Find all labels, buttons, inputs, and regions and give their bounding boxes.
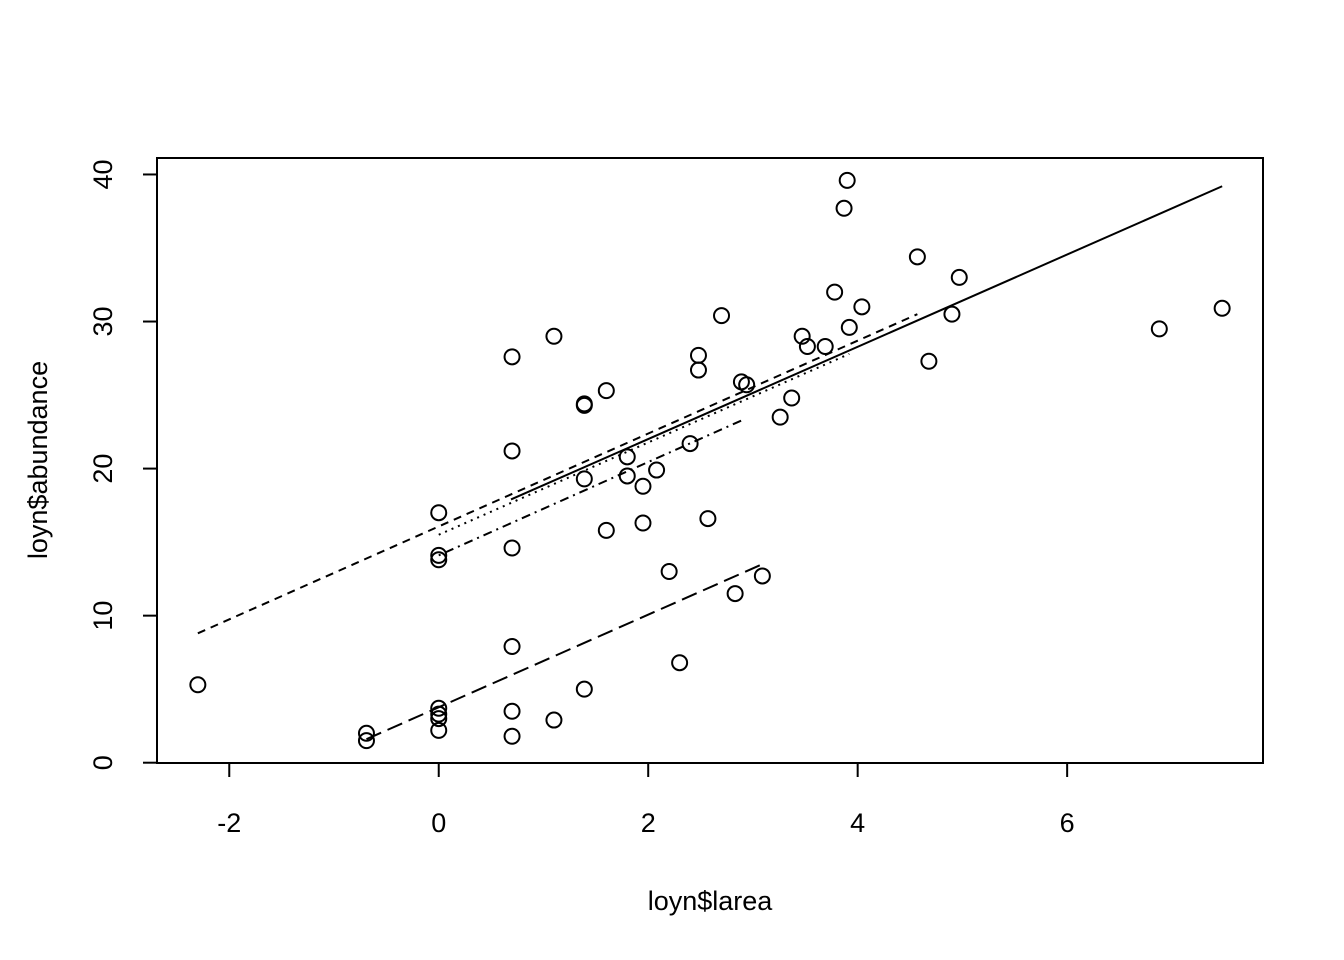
point: [430, 551, 448, 569]
point: [575, 470, 593, 488]
y-axis-title: loyn$abundance: [23, 361, 53, 559]
y-tick-label: 0: [88, 755, 118, 770]
point: [699, 510, 717, 528]
x-tick-label: 6: [1060, 808, 1075, 838]
point: [545, 327, 563, 345]
point: [793, 327, 811, 345]
point: [1213, 299, 1231, 317]
plot-frame: [156, 157, 1264, 764]
point: [853, 298, 871, 316]
point: [660, 563, 678, 581]
point: [681, 435, 699, 453]
point: [357, 732, 375, 750]
point: [189, 676, 207, 694]
point: [430, 705, 448, 723]
y-tick-label: 30: [88, 307, 118, 337]
x-tick-label: 2: [641, 808, 656, 838]
point: [826, 283, 844, 301]
point: [840, 318, 858, 336]
y-tick-label: 40: [88, 159, 118, 189]
point: [618, 448, 636, 466]
point: [689, 346, 707, 364]
point: [798, 338, 816, 356]
point: [575, 396, 593, 414]
point: [648, 461, 666, 479]
fit-line: [438, 419, 743, 557]
point: [1150, 320, 1168, 338]
fit-line: [366, 563, 763, 741]
point: [503, 702, 521, 720]
point: [738, 376, 756, 394]
point: [771, 408, 789, 426]
point: [597, 382, 615, 400]
x-tick-label: -2: [217, 808, 241, 838]
point: [943, 305, 961, 323]
point: [634, 514, 652, 532]
point: [671, 654, 689, 672]
point: [950, 268, 968, 286]
point: [597, 521, 615, 539]
point: [430, 504, 448, 522]
point: [503, 539, 521, 557]
point: [713, 307, 731, 325]
x-tick-label: 4: [850, 808, 865, 838]
y-tick-label: 20: [88, 454, 118, 484]
point: [753, 567, 771, 585]
point: [357, 724, 375, 742]
point: [816, 338, 834, 356]
fit-line: [197, 313, 918, 635]
point: [575, 680, 593, 698]
point: [430, 721, 448, 739]
x-axis-title: loyn$larea: [648, 886, 774, 916]
point: [430, 710, 448, 728]
point: [835, 199, 853, 217]
point: [545, 711, 563, 729]
fit-line: [510, 185, 1223, 501]
fit-line: [438, 352, 850, 536]
y-tick-label: 10: [88, 601, 118, 631]
point: [908, 248, 926, 266]
point: [503, 442, 521, 460]
point: [838, 171, 856, 189]
point: [503, 727, 521, 745]
point: [503, 348, 521, 366]
x-tick-label: 0: [431, 808, 446, 838]
point: [726, 585, 744, 603]
point: [920, 352, 938, 370]
point: [503, 638, 521, 656]
point: [783, 389, 801, 407]
point: [689, 361, 707, 379]
point: [618, 467, 636, 485]
point: [430, 699, 448, 717]
point: [634, 477, 652, 495]
point: [430, 546, 448, 564]
